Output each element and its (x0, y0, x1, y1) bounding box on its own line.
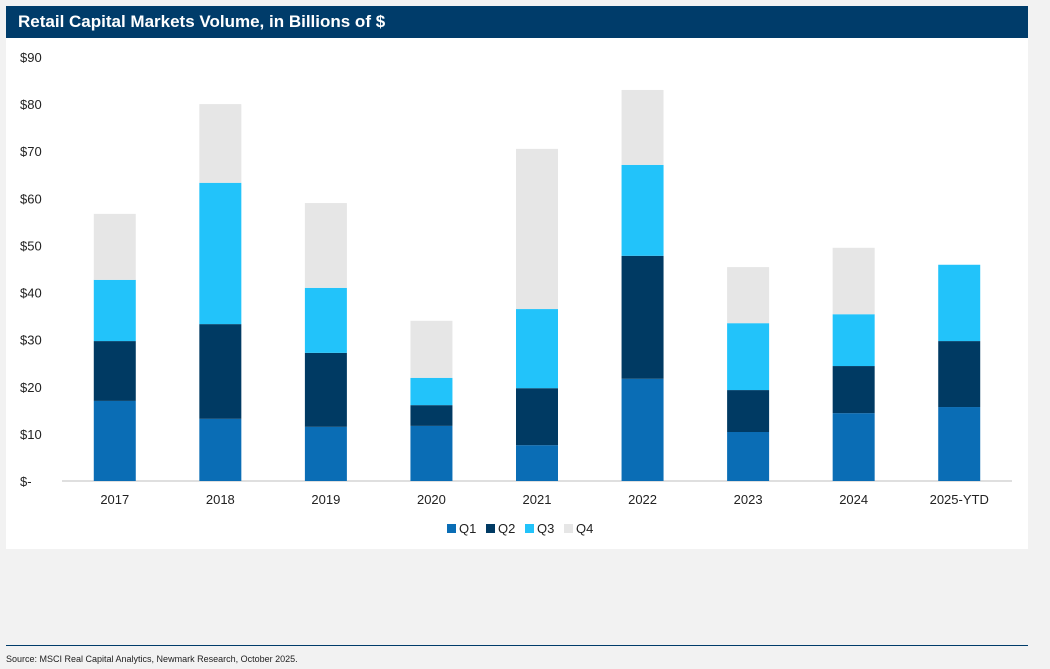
source-divider (6, 645, 1028, 646)
bar-q4-2022 (621, 89, 664, 165)
bar-q3-2021 (516, 309, 558, 389)
bar-q1-2020 (410, 425, 453, 481)
y-tick-label: $20 (20, 380, 42, 395)
bar-q3-2020 (410, 377, 453, 406)
legend-swatch-q3 (525, 524, 534, 533)
x-tick-label: 2022 (628, 492, 657, 507)
bar-q1-2025-ytd (938, 407, 981, 481)
bar-q3-2023 (727, 323, 770, 391)
bar-q2-2022 (621, 255, 664, 379)
y-tick-label: $40 (20, 286, 42, 301)
y-tick-label: $80 (20, 97, 42, 112)
y-tick-label: $30 (20, 333, 42, 348)
bar-q1-2021 (516, 445, 558, 481)
source-note: Source: MSCI Real Capital Analytics, New… (6, 654, 298, 664)
y-tick-label: $50 (20, 238, 42, 253)
x-tick-label: 2017 (100, 492, 129, 507)
legend-swatch-q2 (486, 524, 495, 533)
legend-swatch-q4 (564, 524, 573, 533)
legend-label-q3: Q3 (537, 521, 554, 536)
y-tick-label: $70 (20, 144, 42, 159)
x-tick-label: 2024 (839, 492, 868, 507)
bar-q3-2022 (621, 164, 664, 256)
bar-q4-2023 (727, 267, 770, 324)
bar-q1-2019 (304, 426, 347, 481)
bar-q2-2017 (93, 341, 136, 401)
bar-q3-2019 (304, 287, 347, 353)
x-tick-label: 2025-YTD (930, 492, 989, 507)
legend-label-q4: Q4 (576, 521, 593, 536)
y-tick-label: $60 (20, 191, 42, 206)
y-tick-label: $90 (20, 50, 42, 65)
x-tick-label: 2020 (417, 492, 446, 507)
legend-swatch-q1 (447, 524, 456, 533)
x-tick-label: 2023 (734, 492, 763, 507)
chart-title: Retail Capital Markets Volume, in Billio… (6, 6, 1028, 38)
bar-q2-2023 (727, 390, 770, 433)
bar-q2-2021 (516, 388, 558, 446)
legend-label-q2: Q2 (498, 521, 515, 536)
bar-q2-2019 (304, 352, 347, 427)
bar-q1-2022 (621, 378, 664, 481)
bar-q4-2024 (832, 247, 875, 315)
bar-q4-2021 (516, 148, 558, 310)
bar-q3-2018 (199, 182, 242, 325)
x-tick-label: 2018 (206, 492, 235, 507)
x-tick-label: 2021 (523, 492, 552, 507)
bar-q3-2017 (93, 279, 136, 342)
bar-q4-2017 (93, 213, 136, 280)
bar-q4-2020 (410, 320, 453, 378)
bar-q1-2023 (727, 432, 770, 481)
bar-q1-2024 (832, 413, 875, 481)
bar-q3-2024 (832, 314, 875, 367)
bar-q1-2018 (199, 418, 242, 481)
x-tick-label: 2019 (311, 492, 340, 507)
bar-q4-2018 (199, 104, 242, 183)
y-tick-label: $- (20, 474, 32, 489)
bar-q3-2025-ytd (938, 264, 981, 342)
bar-q4-2019 (304, 203, 347, 288)
bar-q2-2024 (832, 366, 875, 414)
bar-q2-2018 (199, 324, 242, 419)
bar-q1-2017 (93, 400, 136, 481)
legend-label-q1: Q1 (459, 521, 476, 536)
bar-q2-2020 (410, 405, 453, 426)
y-tick-label: $10 (20, 427, 42, 442)
bar-q2-2025-ytd (938, 341, 981, 408)
